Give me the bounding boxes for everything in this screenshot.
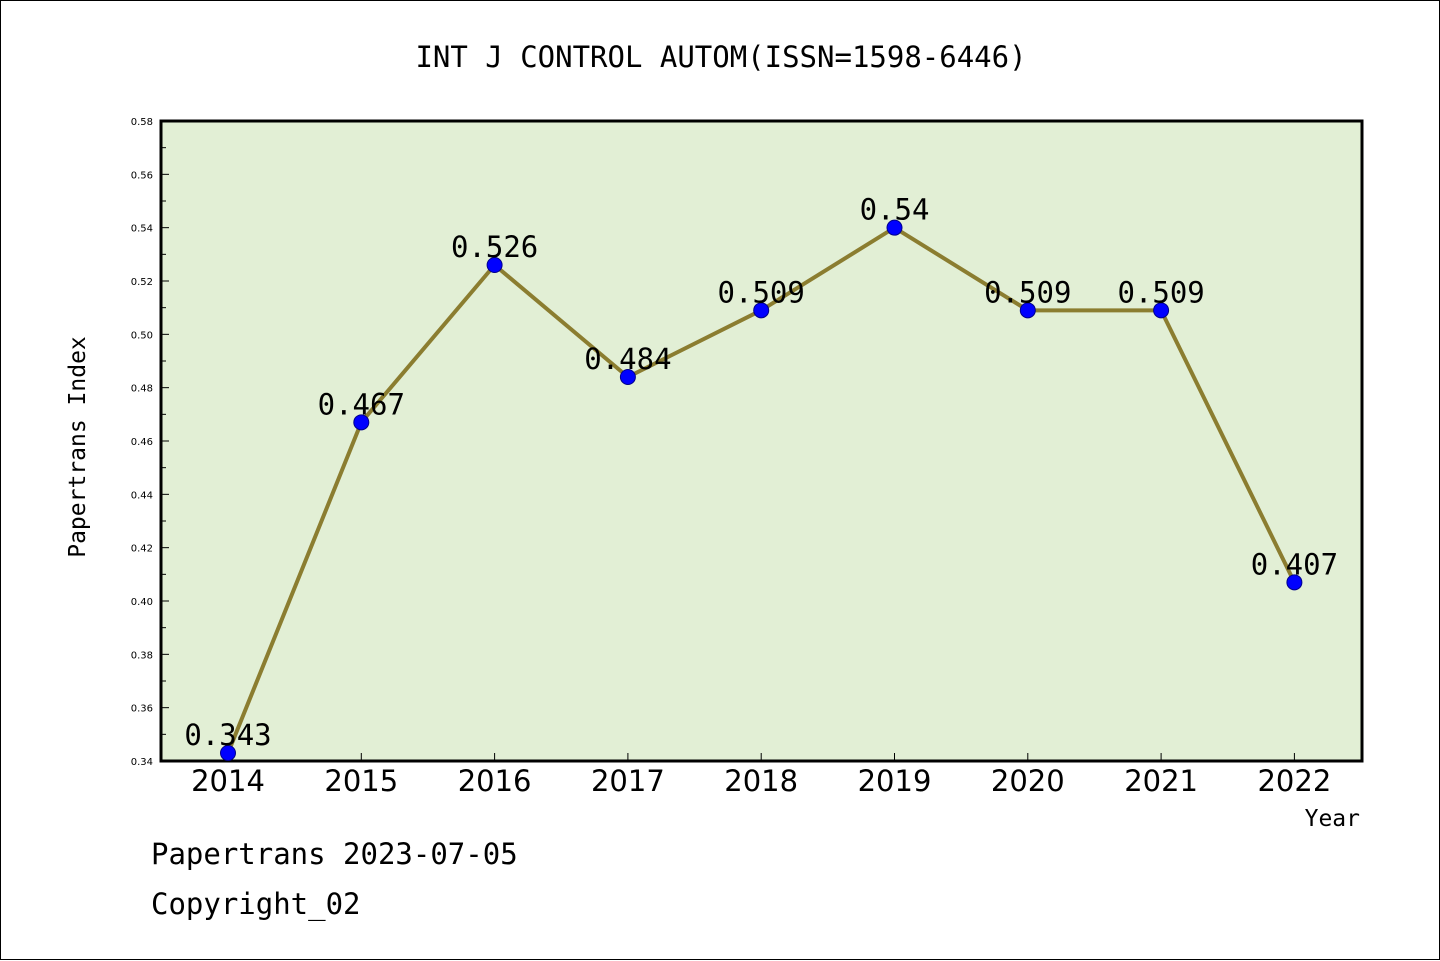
x-axis-label: Year	[1305, 806, 1360, 832]
data-label: 0.484	[584, 342, 671, 376]
data-label: 0.54	[860, 193, 930, 227]
x-tick-label: 2018	[724, 764, 798, 798]
x-axis: 2014 2015 2016 2017 2018 2019 2020 2021 2022	[191, 753, 1331, 798]
y-tick-label: 0.34	[131, 757, 153, 768]
y-tick-label: 0.44	[131, 490, 153, 501]
y-tick-label: 0.36	[131, 704, 153, 715]
x-tick-label: 2020	[991, 764, 1065, 798]
x-tick-label: 2014	[191, 764, 265, 798]
data-label: 0.526	[451, 230, 538, 264]
x-tick-label: 2021	[1124, 764, 1198, 798]
marker-group	[220, 219, 1303, 761]
chart-title: INT J CONTROL AUTOM(ISSN=1598-6446)	[415, 40, 1026, 74]
data-label: 0.343	[184, 718, 271, 752]
x-tick-label: 2017	[591, 764, 665, 798]
y-axis-label: Papertrans Index	[65, 336, 91, 558]
footer-copyright: Copyright_02	[151, 887, 361, 921]
data-point	[1286, 574, 1303, 591]
y-tick-label: 0.38	[131, 650, 153, 661]
x-tick-label: 2016	[458, 764, 532, 798]
data-point	[486, 257, 503, 273]
y-tick-label: 0.54	[131, 224, 153, 235]
y-tick-label: 0.40	[131, 597, 153, 608]
data-label: 0.407	[1251, 547, 1338, 581]
data-point	[753, 302, 770, 319]
data-label: 0.509	[1117, 275, 1204, 309]
data-point	[1019, 302, 1036, 319]
x-tick-label: 2015	[324, 764, 398, 798]
data-label-group: 0.343 0.467 0.526 0.484 0.509 0.54 0.509 0.509 0…	[184, 193, 1338, 752]
y-axis: 0.34 0.36 0.38 0.40 0.42 0.44 0.46 0.48 0.50 0.52…	[131, 117, 169, 768]
data-label: 0.467	[318, 387, 405, 421]
data-point	[886, 219, 903, 236]
plot-area	[159, 119, 1364, 763]
data-label: 0.509	[718, 275, 805, 309]
data-point	[220, 745, 236, 761]
y-tick-label: 0.58	[131, 117, 153, 128]
y-tick-label: 0.42	[131, 544, 153, 555]
y-tick-label: 0.56	[131, 170, 153, 181]
y-tick-label: 0.52	[131, 277, 153, 288]
data-point	[619, 369, 636, 385]
data-point	[353, 414, 370, 431]
data-label: 0.509	[984, 275, 1071, 309]
x-tick-label: 2019	[858, 764, 932, 798]
y-tick-label: 0.46	[131, 437, 153, 448]
data-point	[1153, 302, 1170, 319]
x-tick-label: 2022	[1257, 764, 1331, 798]
footer-date: Papertrans 2023-07-05	[151, 837, 518, 871]
y-tick-label: 0.48	[131, 384, 153, 395]
y-tick-label: 0.50	[131, 330, 153, 341]
